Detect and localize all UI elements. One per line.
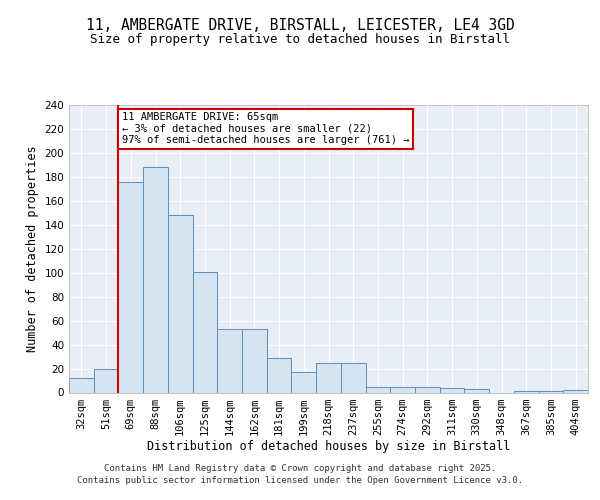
Bar (341, 362, 365, 392)
Bar (118, 182, 143, 392)
Text: 11 AMBERGATE DRIVE: 65sqm
← 3% of detached houses are smaller (22)
97% of semi-d: 11 AMBERGATE DRIVE: 65sqm ← 3% of detach… (122, 112, 410, 146)
Bar (193, 272, 217, 392)
Bar (168, 215, 193, 392)
Bar (316, 362, 341, 392)
Bar (464, 389, 489, 392)
Text: Size of property relative to detached houses in Birstall: Size of property relative to detached ho… (90, 32, 510, 46)
Bar (267, 358, 292, 392)
Bar (365, 386, 390, 392)
Bar (440, 388, 464, 392)
Bar (69, 378, 94, 392)
Bar (415, 386, 440, 392)
Y-axis label: Number of detached properties: Number of detached properties (26, 146, 39, 352)
Text: Contains HM Land Registry data © Crown copyright and database right 2025.: Contains HM Land Registry data © Crown c… (104, 464, 496, 473)
X-axis label: Distribution of detached houses by size in Birstall: Distribution of detached houses by size … (147, 440, 510, 454)
Bar (217, 329, 242, 392)
Bar (94, 368, 118, 392)
Bar (292, 372, 316, 392)
Bar (390, 386, 415, 392)
Bar (563, 390, 588, 392)
Text: Contains public sector information licensed under the Open Government Licence v3: Contains public sector information licen… (77, 476, 523, 485)
Text: 11, AMBERGATE DRIVE, BIRSTALL, LEICESTER, LE4 3GD: 11, AMBERGATE DRIVE, BIRSTALL, LEICESTER… (86, 18, 514, 32)
Bar (242, 329, 267, 392)
Bar (143, 168, 168, 392)
